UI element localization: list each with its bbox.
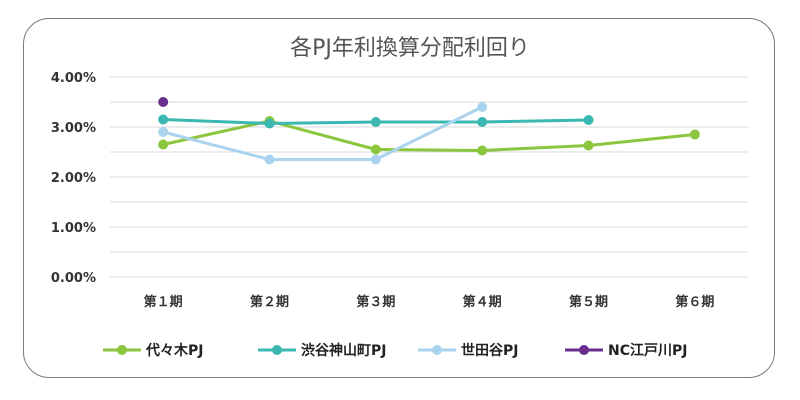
- x-tick-label: 第１期: [144, 294, 183, 310]
- legend-item: NC江戸川PJ: [565, 342, 687, 359]
- y-tick-label: 3.00%: [51, 121, 96, 136]
- data-point: [477, 102, 488, 112]
- legend-item: 代々木PJ: [103, 342, 203, 359]
- legend-marker: [117, 345, 127, 355]
- data-point: [264, 118, 275, 129]
- data-point: [264, 154, 275, 165]
- data-point: [158, 127, 169, 137]
- x-tick-label: 第４期: [463, 294, 502, 310]
- x-tick-label: 第２期: [250, 294, 289, 310]
- data-point: [158, 139, 169, 150]
- y-tick-label: 1.00%: [51, 221, 96, 236]
- series: [158, 102, 488, 165]
- legend-item: 世田谷PJ: [418, 342, 518, 359]
- data-point: [370, 154, 381, 165]
- data-point: [158, 114, 169, 125]
- data-point: [583, 140, 594, 151]
- data-point: [689, 129, 700, 140]
- chart-frame: [23, 18, 775, 378]
- legend-marker: [432, 345, 442, 355]
- legend-label: NC江戸川PJ: [608, 342, 687, 359]
- x-tick-label: 第５期: [569, 294, 608, 310]
- series: [158, 97, 169, 107]
- x-axis-ticks: 第１期 第２期 第３期 第４期 第５期 第６期: [144, 294, 715, 310]
- gridlines: [110, 76, 748, 278]
- legend-label: 代々木PJ: [145, 342, 203, 359]
- data-point: [477, 117, 488, 127]
- y-tick-label: 0.00%: [51, 271, 96, 286]
- series-line: [162, 119, 695, 152]
- series-line: [162, 105, 483, 161]
- x-tick-label: 第６期: [675, 294, 714, 310]
- data-point: [477, 145, 488, 156]
- data-point: [158, 97, 169, 107]
- legend-marker: [272, 345, 282, 355]
- legend-label: 世田谷PJ: [461, 342, 518, 359]
- y-tick-label: 4.00%: [51, 71, 96, 86]
- legend: 代々木PJ 渋谷神山町PJ 世田谷PJ NC江戸川PJ: [103, 342, 687, 359]
- y-axis-ticks: 0.00% 1.00% 2.00% 3.00% 4.00%: [51, 71, 96, 286]
- x-tick-label: 第３期: [356, 294, 395, 310]
- series-group: [158, 97, 700, 165]
- chart-title: 各PJ年利換算分配利回り: [290, 36, 530, 61]
- legend-item: 渋谷神山町PJ: [258, 342, 386, 359]
- series: [158, 114, 594, 129]
- legend-marker: [579, 345, 589, 355]
- legend-label: 渋谷神山町PJ: [301, 342, 386, 359]
- data-point: [370, 117, 381, 127]
- y-tick-label: 2.00%: [51, 171, 96, 186]
- data-point: [370, 144, 381, 155]
- data-point: [583, 115, 594, 125]
